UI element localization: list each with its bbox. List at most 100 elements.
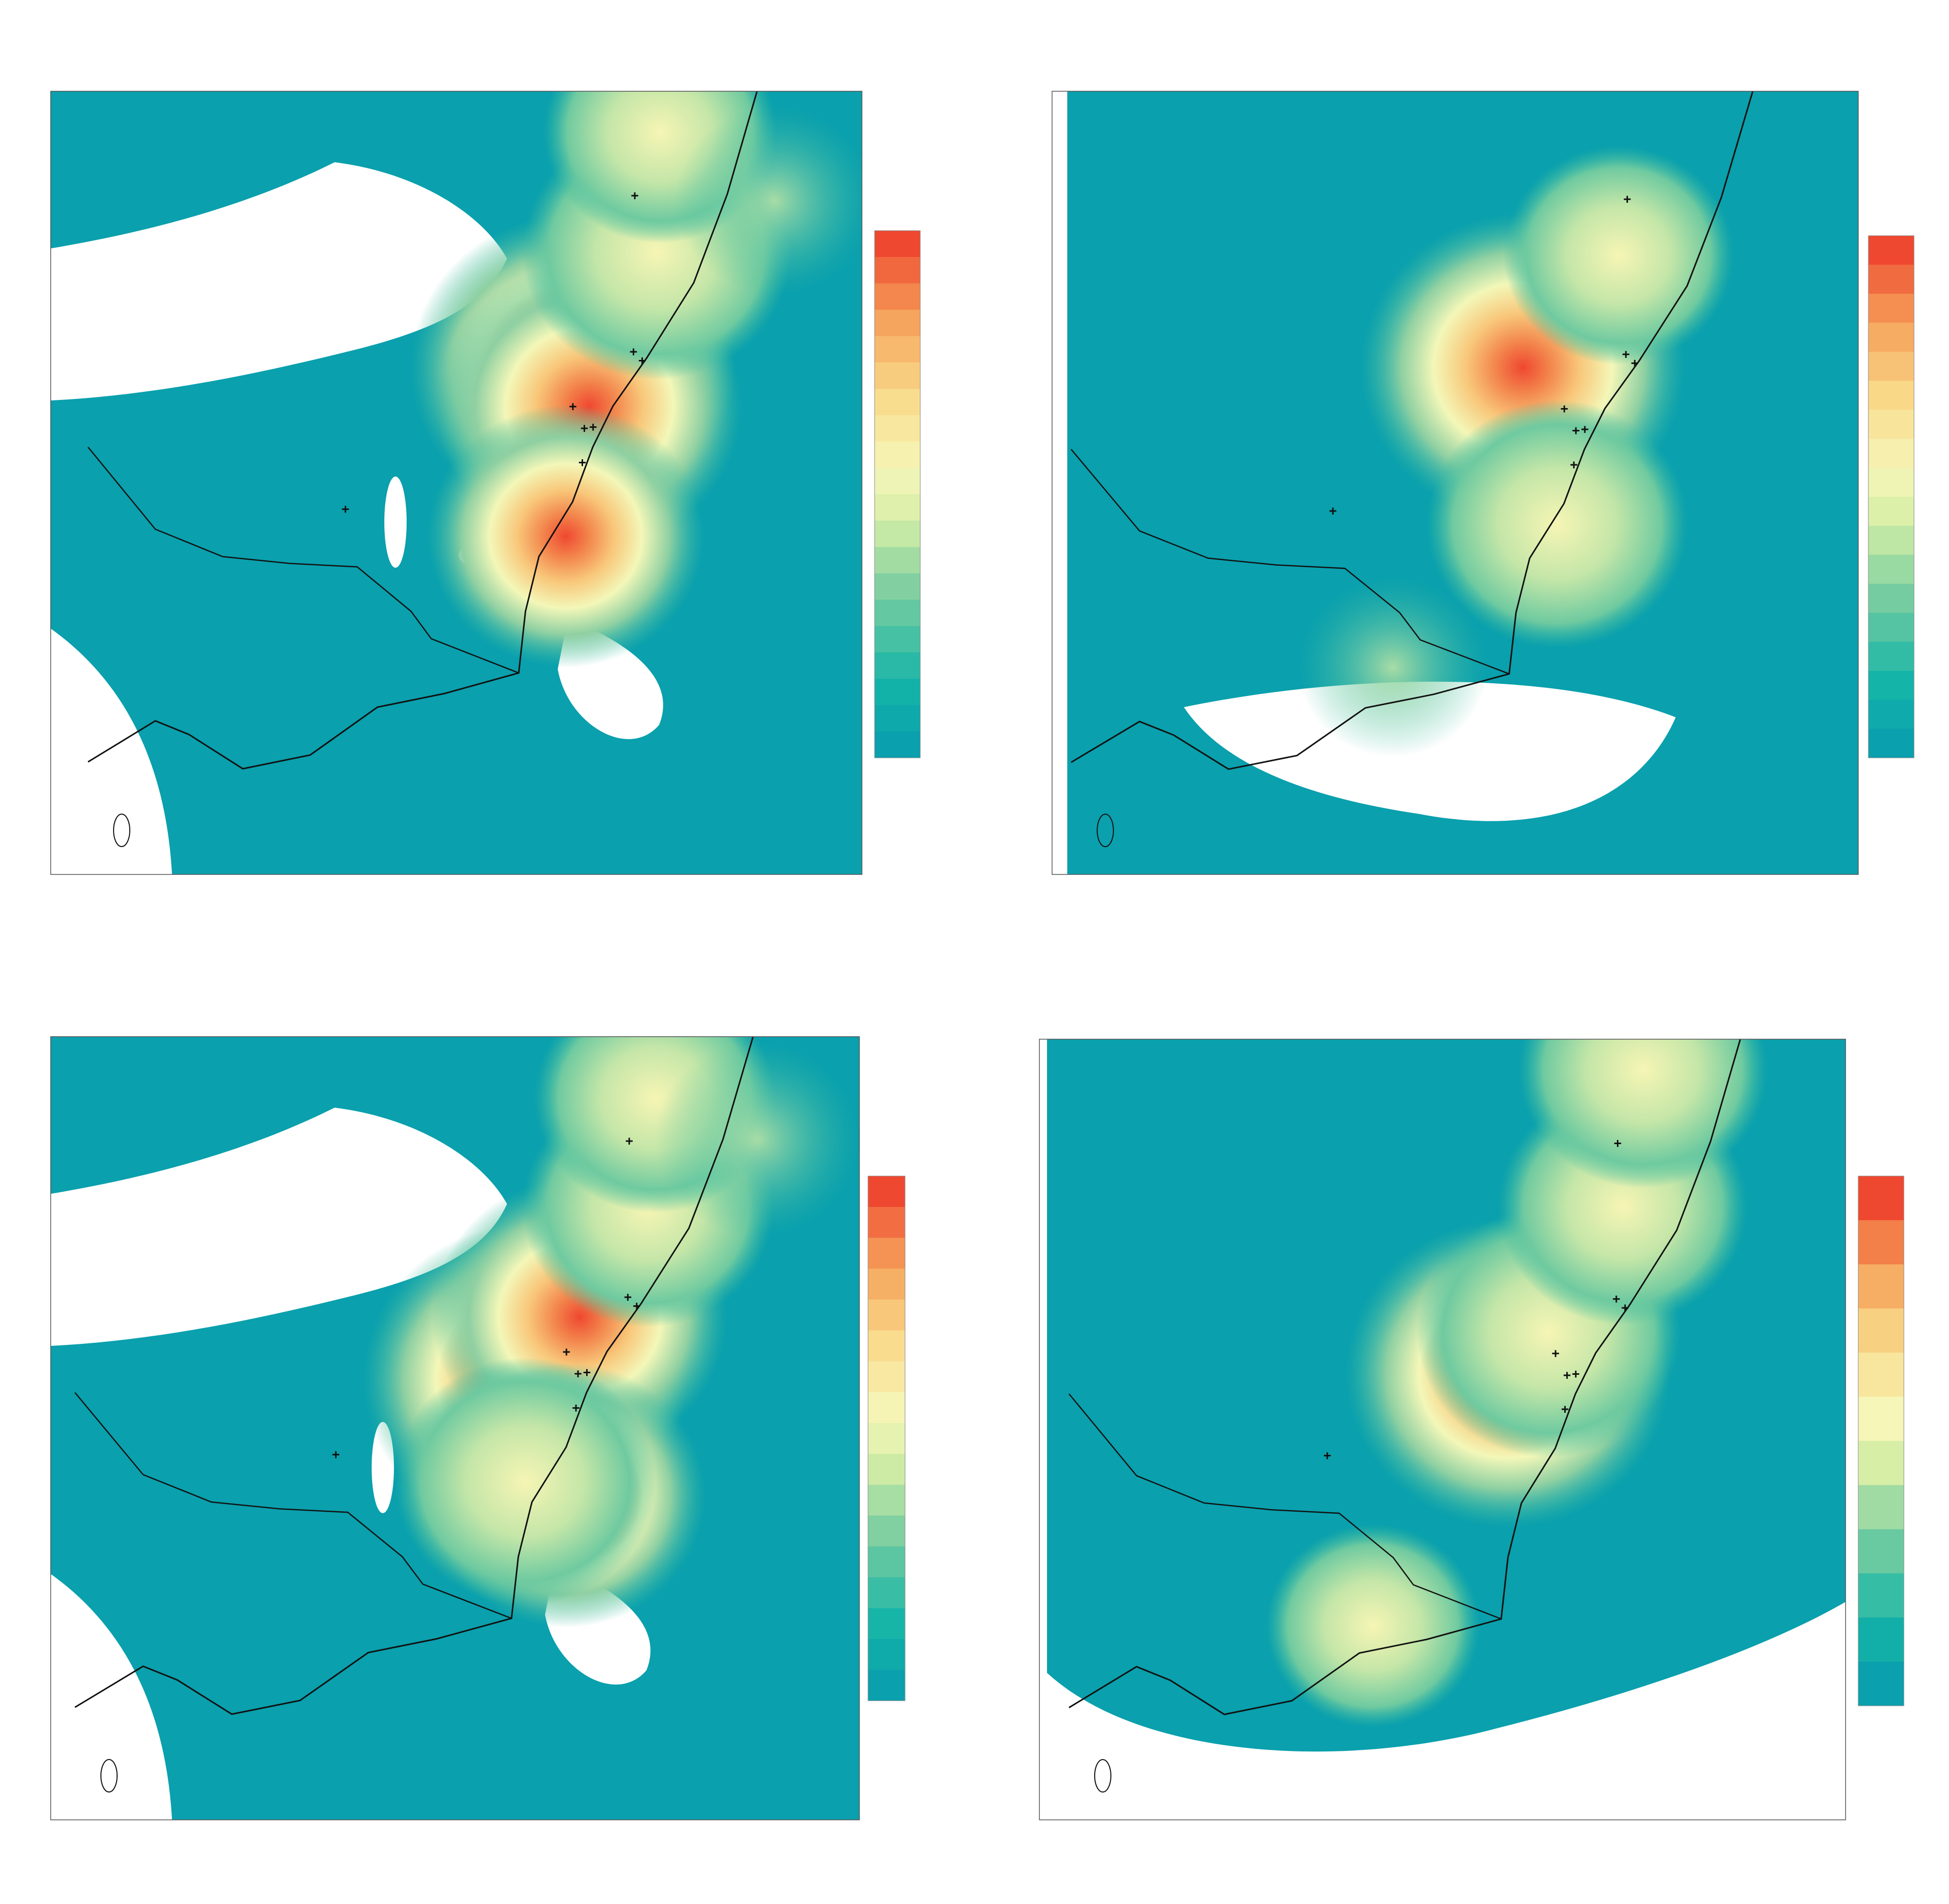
colorbar-segment [875,362,920,389]
colorbar-frame [1868,235,1915,758]
colorbar-segment [1868,438,1914,468]
city-marker: + [1551,1346,1560,1361]
colorbar-segment [1858,1176,1904,1221]
colorbar-segment [875,731,920,758]
missing-area [1039,1039,1846,1820]
map-layer: ++++++++ [1039,1039,1846,1820]
city-marker: + [1581,422,1589,437]
colorbar-segment [868,1330,905,1362]
city-marker: + [1572,1366,1580,1381]
state-border [1068,1393,1502,1620]
panel-d: ++++++++ [1039,1039,1904,1820]
missing-area [384,477,407,568]
colorbar-segment [875,652,920,679]
colorbar-segment [875,679,920,706]
city-marker: + [638,353,646,369]
colorbar-segment [1868,322,1914,352]
colorbar-segment [1868,555,1914,584]
colorbar-segment [868,1423,905,1454]
colorbar-segment [868,1546,905,1578]
city-marker: + [1572,423,1580,438]
missing-area [51,629,172,874]
colorbar-segment [1858,1264,1904,1309]
colorbar-segment [1868,294,1914,323]
city-marker: + [1570,457,1578,472]
panel-c: ++++++++ [50,1036,906,1820]
colorbar-segment [868,1670,905,1701]
colorbar-segment [875,283,920,310]
missing-area [51,162,507,400]
concentration-hotspot [1503,145,1734,365]
city-marker: + [1563,1368,1571,1383]
colorbar-segment [875,442,920,468]
concentration-hotspot [1426,400,1688,648]
colorbar-segment [1858,1617,1904,1662]
city-marker: + [624,1290,632,1305]
coastline [87,91,758,770]
missing-area [51,1108,507,1346]
colorbar-frame [874,230,921,758]
colorbar-segment [1858,1220,1904,1265]
colorbar-segment [1868,265,1914,294]
concentration-hotspot [675,106,862,296]
colorbar-segment [868,1608,905,1639]
city-marker: + [579,455,587,470]
city-marker: + [631,188,639,203]
concentration-hotspot [1266,1524,1480,1728]
concentration-hotspot [1519,1039,1767,1188]
colorbar-segment [868,1176,905,1207]
map-layer: ++++++++ [51,1037,859,1820]
colorbar-segment [875,415,920,442]
missing-area [1052,91,1067,874]
concentration-hotspot [427,405,704,668]
colorbar-segment [1868,410,1914,440]
colorbar-segment [1858,1441,1904,1486]
colorbar-segment [868,1484,905,1516]
colorbar-segment [868,1453,905,1485]
colorbar-segment [1858,1308,1904,1353]
colorbar-segment [1858,1397,1904,1441]
city-marker: + [589,420,597,435]
colorbar-frame [1858,1176,1904,1706]
city-marker: + [341,502,349,517]
coastline [1068,1039,1741,1715]
missing-area [1184,681,1676,821]
city-marker: + [1623,192,1632,207]
concentration-hotspot [655,1042,859,1236]
colorbar-segment [875,547,920,574]
colorbar-segment [1858,1573,1904,1618]
city-marker: + [629,344,637,359]
map-layer: ++++++++ [1052,91,1754,874]
island-outline [1097,814,1114,848]
panel-a: ++++++++ [50,91,921,875]
map-frame [1039,1039,1846,1820]
coastline [1070,91,1754,770]
concentration-hotspot [1297,576,1488,757]
colorbar-segment [868,1206,905,1238]
colorbar-segment [868,1392,905,1423]
colorbar-segment [875,521,920,547]
city-marker: + [332,1447,340,1462]
city-marker: + [574,1366,582,1381]
colorbar-segment [875,573,920,600]
state-border [74,1392,512,1619]
city-marker: + [1631,356,1639,371]
state-border [87,447,519,674]
colorbar-segment [868,1515,905,1547]
colorbar-segment [1868,612,1914,642]
map-frame [50,1036,860,1820]
city-marker: + [1622,347,1630,362]
colorbar-segment [868,1268,905,1300]
colorbar-segment [875,494,920,521]
city-marker: + [1621,1300,1629,1315]
colorbar-segment [868,1639,905,1670]
island-outline [100,1759,118,1792]
colorbar-segment [875,600,920,627]
city-marker: + [1560,401,1568,417]
colorbar-segment [868,1577,905,1608]
colorbar-segment [875,257,920,284]
colorbar-segment [1868,728,1914,758]
map-layer: ++++++++ [51,91,862,874]
colorbar-segment [1868,642,1914,671]
colorbar-segment [1868,700,1914,729]
